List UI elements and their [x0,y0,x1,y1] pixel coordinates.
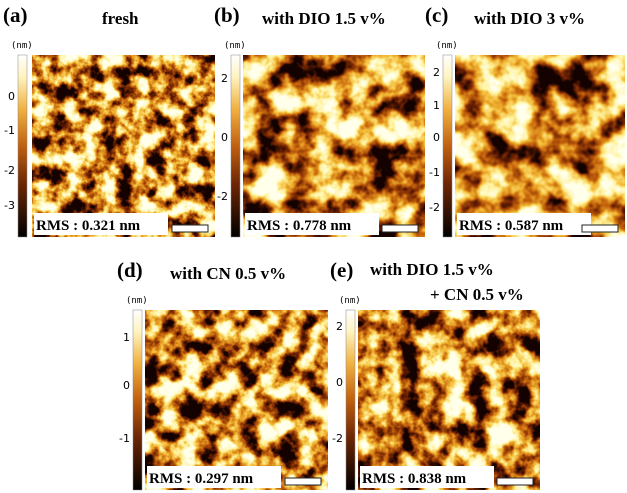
color-bar-tick: -2 [332,432,343,445]
color-bar-tick: 0 [8,90,15,103]
scale-bar [172,225,208,232]
unit-label: (nm) [126,296,148,306]
color-bar-tick: -1 [4,124,15,137]
color-bar [443,55,452,237]
panel-label: (b) [214,3,240,27]
afm-image [243,55,425,237]
panel-title: with DIO 3 v% [474,9,585,28]
color-bar-tick: 0 [433,131,440,144]
color-bar-tick: -1 [119,432,130,445]
panel-title: fresh [102,9,139,28]
figure: (a) fresh (nm) 0 -1 -2 -3 RMS : 0.321 nm (b) with… [0,0,627,493]
color-bar [231,55,240,237]
color-bar-tick: -1 [429,166,440,179]
color-bar [18,55,27,237]
afm-image [32,55,215,237]
panel: (c) with DIO 3 v% (nm) 2 1 0 -1 -2 RMS : 0.587 n… [425,3,625,237]
panel: (e) with DIO 1.5 v% + CN 0.5 v% (nm) 2 0 -2 RMS… [330,258,540,490]
color-bar-tick: 2 [336,320,343,333]
panel-title: + CN 0.5 v% [430,285,524,304]
panel-title: with CN 0.5 v% [170,264,286,283]
panel: (a) fresh (nm) 0 -1 -2 -3 RMS : 0.321 nm [3,3,215,237]
panel-label: (d) [117,258,143,282]
rms-label: RMS : 0.838 nm [362,471,467,487]
afm-image [145,310,328,490]
panel-label: (e) [330,258,353,282]
scale-bar [382,225,418,232]
color-bar-tick: 1 [123,331,130,344]
color-bar-tick: -2 [217,190,228,203]
panel: (d) with CN 0.5 v% (nm) 1 0 -1 RMS : 0.297 nm [117,258,328,490]
rms-label: RMS : 0.778 nm [247,218,352,234]
unit-label: (nm) [11,41,33,51]
color-bar-tick: 2 [221,72,228,85]
panel-label: (c) [425,3,448,27]
color-bar-tick: -3 [4,199,15,212]
scale-bar [582,225,618,232]
color-bar-tick: 1 [433,99,440,112]
unit-label: (nm) [224,41,246,51]
color-bar-tick: 0 [123,379,130,392]
panel-title: with DIO 1.5 v% [262,9,386,28]
afm-image [358,310,540,490]
panel: (b) with DIO 1.5 v% (nm) 2 0 -2 RMS : 0.778 nm [214,3,425,237]
color-bar-tick: 0 [336,376,343,389]
unit-label: (nm) [339,296,361,306]
color-bar-tick: 2 [433,66,440,79]
scale-bar [285,478,321,485]
unit-label: (nm) [436,41,458,51]
panel-title: with DIO 1.5 v% [370,260,494,279]
color-bar [346,310,355,490]
color-bar-tick: -2 [4,164,15,177]
color-bar [133,310,142,490]
rms-label: RMS : 0.321 nm [36,218,141,234]
color-bar-tick: 0 [221,131,228,144]
scale-bar [497,478,533,485]
rms-label: RMS : 0.297 nm [149,471,254,487]
afm-image [455,55,625,237]
rms-label: RMS : 0.587 nm [459,218,564,234]
panel-label: (a) [3,3,28,27]
color-bar-tick: -2 [429,201,440,214]
